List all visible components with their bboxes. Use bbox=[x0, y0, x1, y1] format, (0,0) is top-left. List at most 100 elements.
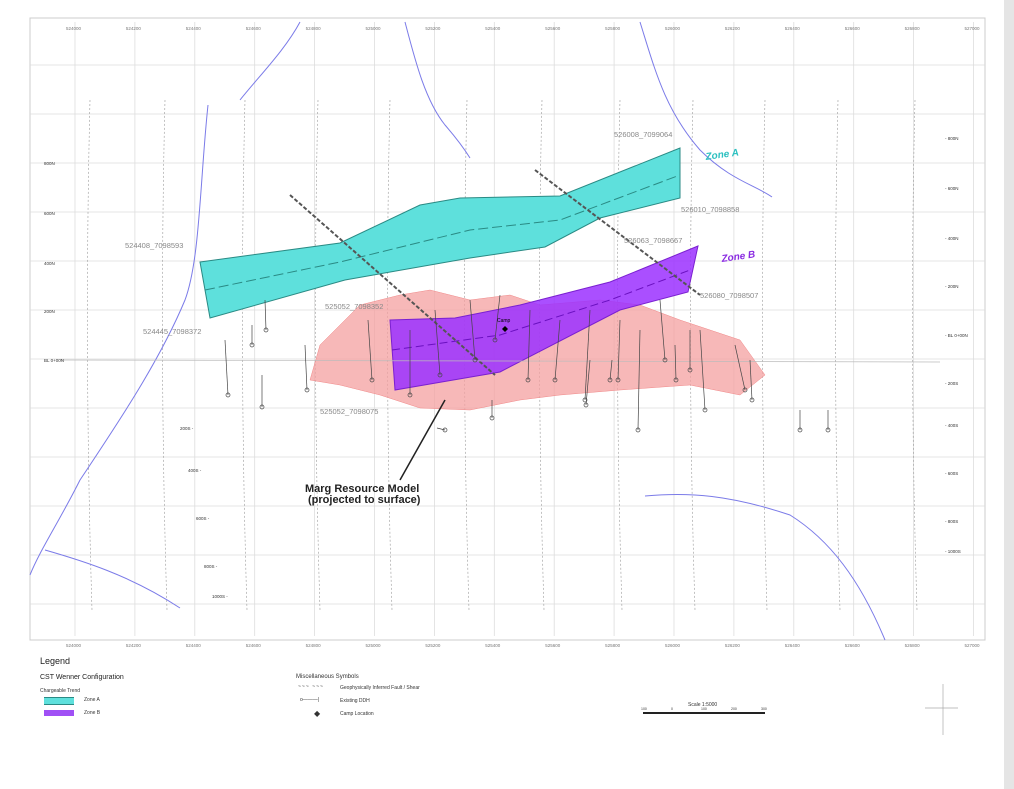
easting-label: 526200 bbox=[725, 26, 741, 31]
station-label-west: 400N bbox=[44, 261, 55, 266]
station-label-east: - 400S bbox=[945, 423, 958, 428]
station-label-east: - 600N bbox=[945, 186, 959, 191]
easting-label: 527000 bbox=[965, 26, 981, 31]
drill-hole bbox=[734, 344, 746, 391]
station-label-east: - 200N bbox=[945, 284, 959, 289]
drill-collar-icon bbox=[407, 392, 413, 398]
survey-line bbox=[242, 99, 248, 611]
coordinate-label: 525052_7098352 bbox=[325, 302, 383, 311]
legend-title: Legend bbox=[40, 656, 71, 666]
river bbox=[29, 104, 209, 576]
easting-label: 525600 bbox=[545, 26, 561, 31]
drill-collar-icon bbox=[437, 372, 443, 378]
drill-collar-icon bbox=[263, 327, 269, 333]
drill-hole bbox=[224, 339, 229, 396]
easting-label: 524200 bbox=[126, 26, 142, 31]
drill-collar-icon bbox=[583, 402, 589, 408]
coordinate-label: 524445_7098372 bbox=[143, 327, 201, 336]
camp-icon bbox=[502, 326, 508, 332]
misc-title: Miscellaneous Symbols bbox=[296, 674, 359, 680]
drill-hole bbox=[749, 359, 753, 401]
ddh-symbol-icon: o———| bbox=[300, 697, 320, 703]
drill-hole bbox=[637, 329, 641, 431]
easting-label: 525200 bbox=[425, 26, 441, 31]
station-label-east: - 600S bbox=[945, 471, 958, 476]
scale-tick-label: 100 bbox=[641, 707, 647, 711]
easting-label: 526400 bbox=[785, 26, 801, 31]
drill-hole bbox=[264, 299, 267, 331]
drill-hole bbox=[554, 319, 561, 381]
easting-label: 524600 bbox=[246, 643, 262, 648]
easting-label: 526600 bbox=[845, 643, 861, 648]
camp-symbol-icon: ◆ bbox=[314, 709, 321, 718]
easting-label: 524000 bbox=[66, 26, 82, 31]
drill-hole bbox=[527, 309, 531, 381]
drill-hole bbox=[617, 319, 621, 381]
station-label-west: 800N bbox=[44, 161, 55, 166]
easting-label: 524800 bbox=[306, 643, 322, 648]
zone-a bbox=[199, 147, 681, 319]
zone-b-swatch bbox=[44, 710, 74, 716]
drill-hole bbox=[659, 299, 666, 361]
ddh-legend-label: Existing DDH bbox=[340, 698, 370, 704]
station-label-east: - 1000S bbox=[945, 549, 961, 554]
easting-label: 524600 bbox=[246, 26, 262, 31]
coordinate-label: 525052_7098075 bbox=[320, 407, 378, 416]
station-labels: - 800N 800N - 600N 600N - 400N 400N - 200N 200N… bbox=[44, 136, 968, 599]
scale-tick-label: 0 bbox=[671, 707, 673, 711]
drill-hole bbox=[584, 309, 591, 401]
easting-label: 526800 bbox=[905, 643, 921, 648]
river bbox=[404, 21, 471, 159]
drill-hole bbox=[436, 427, 446, 431]
easting-label: 527000 bbox=[965, 643, 981, 648]
drill-collar-icon bbox=[662, 357, 668, 363]
station-label-east: - BL 0+00N bbox=[945, 333, 968, 338]
station-label-west: 1000S - bbox=[212, 594, 228, 599]
camp-legend-label: Camp Location bbox=[340, 711, 374, 717]
zone-b-legend-label: Zone B bbox=[84, 710, 101, 716]
river bbox=[44, 549, 181, 609]
drill-collar-icon bbox=[369, 377, 375, 383]
drill-collar-icon bbox=[492, 337, 498, 343]
fault-line bbox=[534, 169, 701, 296]
coordinate-label: 526010_7098858 bbox=[681, 205, 739, 214]
legend-config: CST Wenner Configuration bbox=[40, 674, 124, 681]
drill-collar-icon bbox=[582, 397, 588, 403]
easting-label: 525000 bbox=[366, 643, 382, 648]
scale-tick-label: 300 bbox=[761, 707, 767, 711]
station-label-east: - 800N bbox=[945, 136, 959, 141]
drill-hole bbox=[674, 344, 677, 381]
survey-line bbox=[835, 99, 841, 611]
legend-trend: Chargeable Trend bbox=[40, 688, 81, 694]
drill-collar-icon bbox=[749, 397, 755, 403]
station-label-east: - 400N bbox=[945, 236, 959, 241]
easting-label: 524400 bbox=[186, 643, 202, 648]
easting-label: 525000 bbox=[366, 26, 382, 31]
drill-hole bbox=[367, 319, 373, 381]
easting-label: 525600 bbox=[545, 643, 561, 648]
easting-label: 524000 bbox=[66, 643, 82, 648]
easting-label: 526600 bbox=[845, 26, 861, 31]
easting-label: 526000 bbox=[665, 26, 681, 31]
coordinate-label: 526080_7098507 bbox=[700, 291, 758, 300]
drill-hole bbox=[304, 344, 308, 391]
drill-collar-icon bbox=[742, 387, 748, 393]
easting-labels-top: 524000 524200 524400 524600 524800 525000 5252… bbox=[66, 26, 980, 31]
easting-label: 526800 bbox=[905, 26, 921, 31]
zone-b bbox=[389, 245, 699, 391]
drill-hole bbox=[494, 294, 501, 341]
scale-tick-label: 100 bbox=[701, 707, 707, 711]
drill-collar-icon bbox=[249, 342, 255, 348]
scale-tick-label: 200 bbox=[731, 707, 737, 711]
easting-label: 526000 bbox=[665, 643, 681, 648]
zone-b-label: Zone B bbox=[720, 249, 756, 265]
station-label-west: 200N bbox=[44, 309, 55, 314]
station-label-west: BL 0+00N bbox=[44, 358, 64, 363]
drill-collar-icon bbox=[797, 427, 803, 433]
easting-label: 525200 bbox=[425, 643, 441, 648]
drill-collar-icon bbox=[607, 377, 613, 383]
drill-collar-icon bbox=[702, 407, 708, 413]
drill-collar-icon bbox=[615, 377, 621, 383]
camp-label: Camp bbox=[497, 318, 511, 324]
easting-label: 525400 bbox=[485, 643, 501, 648]
